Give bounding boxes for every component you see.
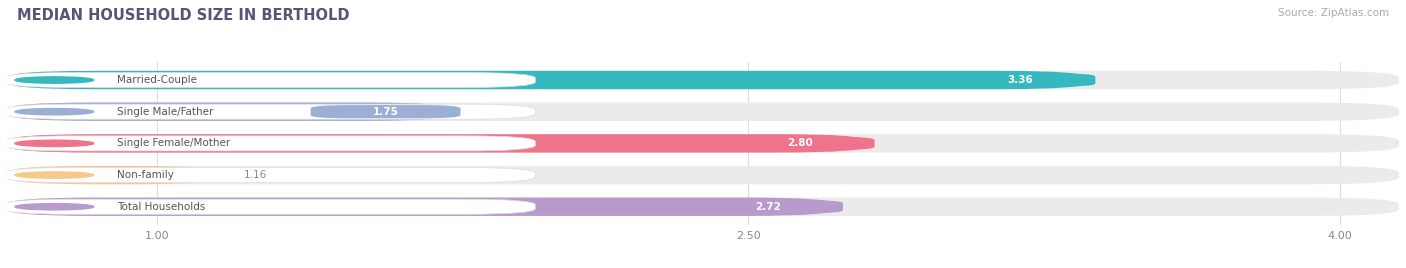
FancyBboxPatch shape <box>7 166 1399 184</box>
Circle shape <box>15 204 94 210</box>
FancyBboxPatch shape <box>3 104 536 119</box>
Text: 2.72: 2.72 <box>755 202 780 212</box>
FancyBboxPatch shape <box>693 200 844 213</box>
Text: 1.16: 1.16 <box>243 170 267 180</box>
FancyBboxPatch shape <box>7 71 1399 89</box>
Text: Married-Couple: Married-Couple <box>118 75 197 85</box>
Text: 3.36: 3.36 <box>1008 75 1033 85</box>
Text: Total Households: Total Households <box>118 202 205 212</box>
Text: 2.80: 2.80 <box>787 138 813 148</box>
Text: MEDIAN HOUSEHOLD SIZE IN BERTHOLD: MEDIAN HOUSEHOLD SIZE IN BERTHOLD <box>17 8 349 23</box>
Text: Non-family: Non-family <box>118 170 174 180</box>
Circle shape <box>15 77 94 83</box>
FancyBboxPatch shape <box>311 105 461 118</box>
FancyBboxPatch shape <box>3 168 536 183</box>
FancyBboxPatch shape <box>3 136 536 151</box>
FancyBboxPatch shape <box>7 134 1399 152</box>
FancyBboxPatch shape <box>7 102 1399 121</box>
Circle shape <box>15 140 94 147</box>
FancyBboxPatch shape <box>945 73 1095 87</box>
Text: 1.75: 1.75 <box>373 107 398 117</box>
Circle shape <box>15 172 94 178</box>
FancyBboxPatch shape <box>724 137 875 150</box>
FancyBboxPatch shape <box>7 71 1087 89</box>
Text: Single Female/Mother: Single Female/Mother <box>118 138 231 148</box>
Text: Single Male/Father: Single Male/Father <box>118 107 214 117</box>
FancyBboxPatch shape <box>7 102 453 121</box>
FancyBboxPatch shape <box>7 134 866 152</box>
FancyBboxPatch shape <box>7 166 219 184</box>
Text: Source: ZipAtlas.com: Source: ZipAtlas.com <box>1278 8 1389 18</box>
Circle shape <box>15 109 94 115</box>
FancyBboxPatch shape <box>7 198 835 216</box>
FancyBboxPatch shape <box>3 199 536 214</box>
FancyBboxPatch shape <box>3 72 536 88</box>
FancyBboxPatch shape <box>7 198 1399 216</box>
